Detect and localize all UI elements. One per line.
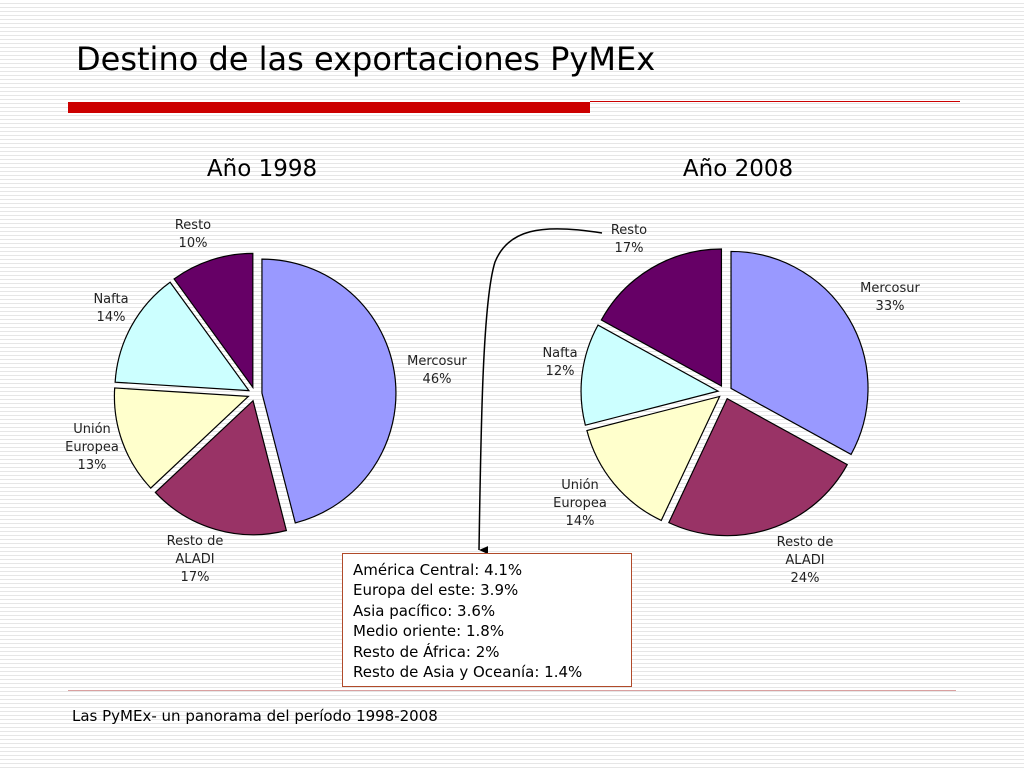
slice-label: Nafta 12% [542,346,577,379]
slice-label: Resto de ALADI 17% [167,534,224,585]
info-line: América Central: 4.1% [353,561,523,579]
pie-slice-resto [173,252,254,390]
connector-arrow [478,228,603,555]
pie-slice-nafta [580,324,720,426]
info-line: Resto de África: 2% [353,642,500,661]
slice-label: Resto 17% [611,223,647,256]
pie-slice-mercosur [730,250,869,456]
pie-slice-resto-de-aladi [154,399,288,536]
slice-label: Mercosur 33% [860,281,920,314]
pie-title-2008: Año 2008 [682,156,794,182]
pie-title-1998: Año 1998 [206,156,318,182]
slice-label: Resto de ALADI 24% [777,535,834,586]
info-line: Asia pacífico: 3.6% [353,601,496,620]
info-line: Europa del este: 3.9% [353,581,519,600]
slice-label: Mercosur 46% [407,354,467,387]
pie-chart-2008: Mercosur 33% Resto de ALADI 24% Unión Europea 1… [542,223,920,586]
pie-slice-nafta [114,281,251,392]
pie-slice-resto [600,248,723,387]
slice-label: Unión Europea 13% [65,422,119,473]
pie-slice-mercosur [261,258,397,524]
footer-text: Las PyMEx- un panorama del período 1998-… [72,707,438,725]
slice-label: Unión Europea 14% [553,478,607,529]
pie-slice-union-europea [586,395,721,522]
pie-chart-1998: Mercosur 46% Resto de ALADI 17% Unión Europea 1… [65,218,467,585]
title-accent-bar [68,102,590,113]
pie-slice-union-europea [113,387,250,489]
other-destinations-box: América Central: 4.1% Europa del este: 3… [342,553,632,687]
info-line: Medio oriente: 1.8% [353,622,505,641]
footer-divider [68,690,956,691]
slice-label: Nafta 14% [93,292,128,325]
slide-title: Destino de las exportaciones PyMEx [76,40,656,78]
title-accent-line [590,101,960,102]
slice-label: Resto 10% [175,218,211,251]
pie-slice-resto-de-aladi [668,397,849,537]
info-line: Resto de Asia y Oceanía: 1.4% [353,663,583,682]
